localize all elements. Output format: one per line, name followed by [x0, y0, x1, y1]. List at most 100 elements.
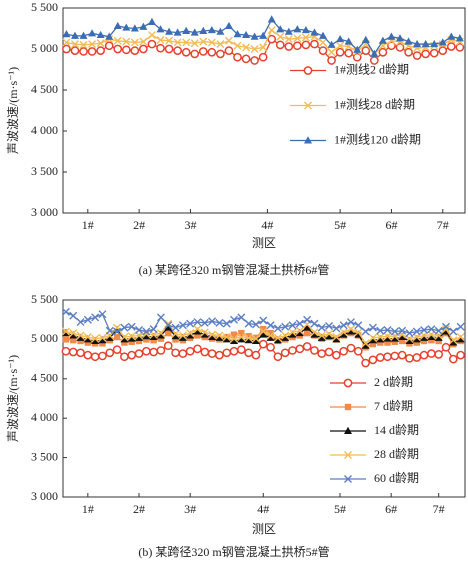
- marker: [112, 345, 122, 354]
- marker: [216, 27, 225, 35]
- marker: [98, 351, 107, 361]
- marker: [412, 327, 421, 336]
- marker: [193, 344, 202, 354]
- marker: [208, 317, 217, 326]
- marker: [84, 339, 92, 346]
- marker: [449, 338, 458, 346]
- marker: [420, 325, 429, 334]
- marker: [141, 346, 151, 356]
- marker: [147, 31, 156, 40]
- marker: [61, 346, 71, 356]
- marker: [207, 349, 217, 358]
- marker: [88, 29, 97, 37]
- marker: [171, 323, 180, 332]
- marker: [258, 339, 268, 349]
- marker: [376, 333, 385, 342]
- marker: [156, 43, 165, 53]
- marker: [284, 35, 293, 44]
- marker: [434, 333, 443, 341]
- marker: [229, 346, 239, 356]
- legend-label: 7 d龄期: [374, 399, 413, 413]
- marker: [105, 333, 114, 341]
- marker: [207, 38, 216, 47]
- marker: [113, 327, 122, 336]
- marker: [421, 49, 431, 59]
- marker: [354, 321, 363, 330]
- marker: [412, 51, 422, 60]
- y-tick-label: 4 500: [31, 371, 58, 385]
- marker: [404, 37, 413, 45]
- y-tick-label: 3 500: [31, 164, 58, 178]
- marker: [164, 44, 174, 54]
- marker: [250, 56, 259, 65]
- marker: [427, 332, 436, 341]
- marker: [354, 328, 363, 337]
- marker: [70, 40, 79, 49]
- plot-frame: [62, 299, 466, 498]
- marker: [317, 349, 327, 358]
- x-tick-label: 7#: [433, 502, 445, 516]
- marker: [456, 335, 465, 343]
- marker: [295, 319, 304, 328]
- marker: [135, 333, 144, 341]
- marker: [149, 325, 158, 334]
- marker: [250, 32, 259, 40]
- legend-marker: [303, 66, 313, 75]
- legend-label: 28 d龄期: [374, 447, 419, 461]
- marker: [288, 330, 297, 338]
- marker: [383, 325, 392, 334]
- marker: [76, 331, 85, 340]
- marker: [222, 335, 231, 343]
- marker: [244, 333, 253, 342]
- marker: [104, 41, 114, 51]
- marker: [105, 32, 114, 40]
- marker: [62, 44, 71, 54]
- marker: [83, 333, 92, 342]
- marker: [190, 49, 200, 59]
- marker: [113, 21, 122, 30]
- marker: [134, 349, 144, 358]
- y-tick-label: 4 000: [31, 123, 58, 137]
- marker: [230, 336, 239, 344]
- marker: [455, 43, 465, 52]
- marker: [327, 48, 336, 57]
- x-tick-label: 4#: [257, 502, 269, 516]
- marker: [164, 323, 173, 331]
- legend-marker: [304, 101, 312, 110]
- x-tick-label: 2#: [133, 502, 145, 516]
- marker: [325, 322, 334, 330]
- marker: [216, 49, 225, 59]
- marker: [398, 326, 407, 335]
- marker: [79, 40, 88, 49]
- marker: [79, 47, 88, 56]
- marker: [456, 333, 465, 342]
- marker: [397, 350, 407, 360]
- marker: [224, 46, 234, 55]
- marker: [83, 335, 92, 343]
- marker: [237, 335, 246, 343]
- marker: [273, 352, 283, 362]
- marker: [273, 335, 282, 344]
- marker: [61, 327, 70, 336]
- marker: [258, 52, 268, 62]
- marker: [250, 45, 259, 53]
- marker: [344, 48, 354, 58]
- marker: [171, 332, 180, 340]
- marker: [301, 25, 310, 34]
- marker: [87, 47, 97, 56]
- marker: [186, 319, 195, 328]
- marker: [438, 46, 448, 55]
- marker: [446, 42, 456, 51]
- marker: [325, 332, 334, 340]
- marker: [70, 336, 77, 344]
- marker: [186, 329, 195, 338]
- marker: [398, 337, 406, 345]
- marker: [98, 310, 107, 319]
- marker: [405, 329, 414, 338]
- marker: [139, 44, 148, 54]
- marker: [412, 353, 422, 362]
- marker: [267, 15, 276, 23]
- caption: (a) 某跨径320 m钢管混凝土拱桥6#管: [139, 262, 330, 277]
- marker: [442, 322, 450, 331]
